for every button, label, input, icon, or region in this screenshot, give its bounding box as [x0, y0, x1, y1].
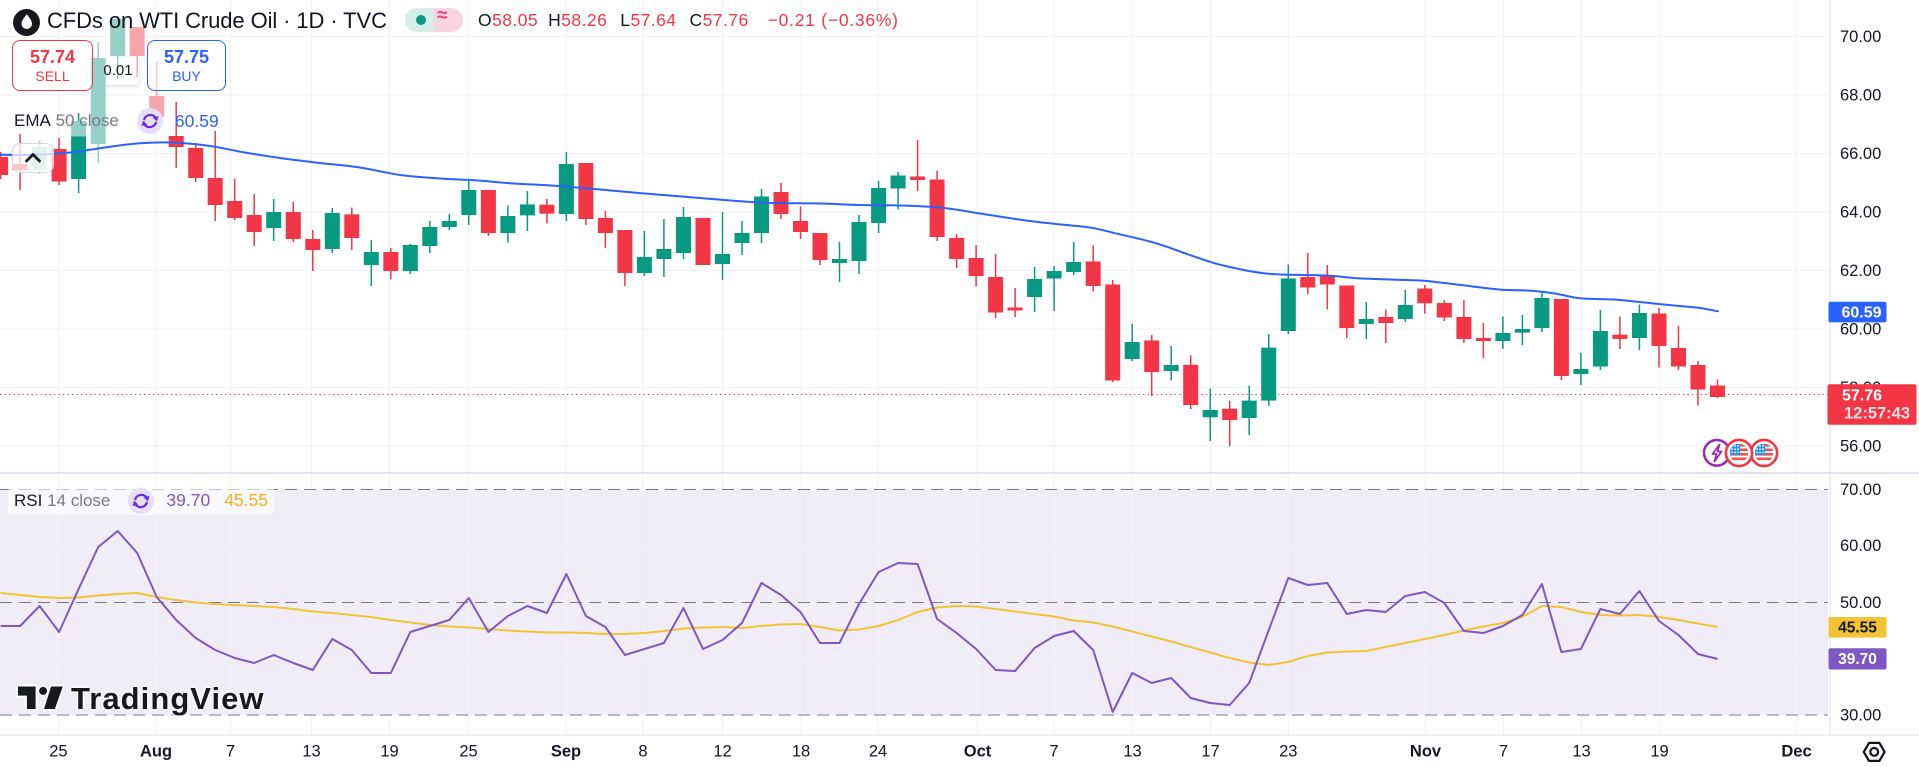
- svg-text:12: 12: [713, 743, 731, 761]
- svg-text:17: 17: [1201, 743, 1219, 761]
- svg-text:45.55: 45.55: [1838, 619, 1877, 636]
- svg-text:62.00: 62.00: [1840, 262, 1881, 280]
- svg-text:64.00: 64.00: [1840, 204, 1881, 222]
- svg-text:23: 23: [1279, 743, 1297, 761]
- svg-text:Dec: Dec: [1781, 743, 1811, 761]
- svg-text:18: 18: [792, 743, 810, 761]
- svg-text:70.00: 70.00: [1840, 28, 1881, 46]
- svg-text:7: 7: [226, 743, 235, 761]
- svg-text:13: 13: [302, 743, 320, 761]
- svg-text:24: 24: [869, 743, 887, 761]
- svg-text:68.00: 68.00: [1840, 87, 1881, 105]
- svg-text:39.70: 39.70: [1838, 651, 1877, 668]
- svg-text:50.00: 50.00: [1840, 594, 1881, 612]
- svg-text:7: 7: [1049, 743, 1058, 761]
- svg-text:56.00: 56.00: [1840, 438, 1881, 456]
- svg-text:13: 13: [1572, 743, 1590, 761]
- svg-text:66.00: 66.00: [1840, 145, 1881, 163]
- svg-text:12:57:43: 12:57:43: [1844, 404, 1910, 422]
- svg-text:25: 25: [49, 743, 67, 761]
- svg-text:57.76: 57.76: [1842, 388, 1882, 405]
- svg-text:60.59: 60.59: [1841, 304, 1881, 321]
- svg-text:19: 19: [1650, 743, 1668, 761]
- svg-text:60.00: 60.00: [1840, 537, 1881, 555]
- svg-text:Aug: Aug: [140, 743, 172, 761]
- svg-text:Sep: Sep: [551, 743, 581, 761]
- svg-text:Oct: Oct: [964, 743, 992, 761]
- svg-text:19: 19: [380, 743, 398, 761]
- svg-text:60.00: 60.00: [1840, 321, 1881, 339]
- svg-text:7: 7: [1499, 743, 1508, 761]
- svg-text:8: 8: [638, 743, 647, 761]
- svg-text:Nov: Nov: [1410, 743, 1442, 761]
- svg-text:30.00: 30.00: [1840, 707, 1881, 725]
- svg-text:13: 13: [1123, 743, 1141, 761]
- svg-text:25: 25: [459, 743, 477, 761]
- svg-text:70.00: 70.00: [1840, 481, 1881, 499]
